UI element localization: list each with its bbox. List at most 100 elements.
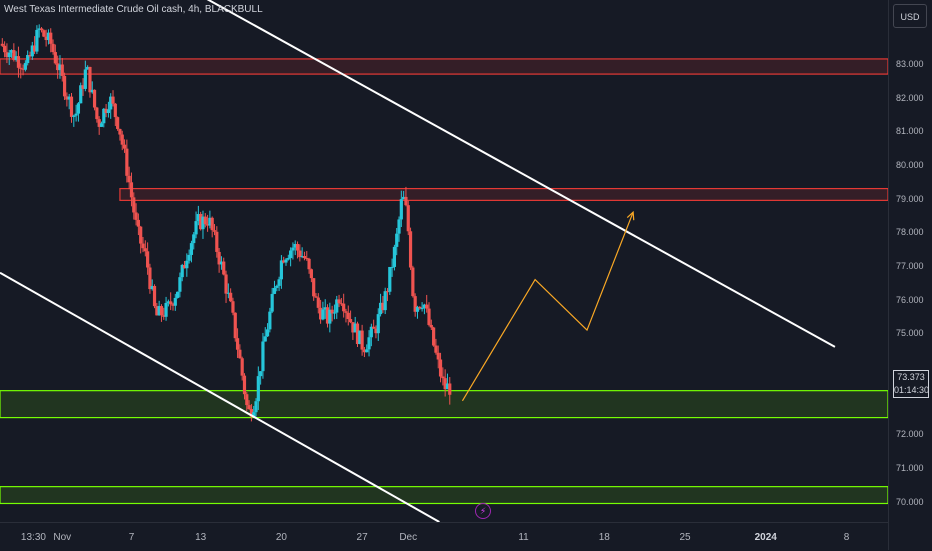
- candle-body: [270, 293, 274, 312]
- candle-body: [362, 349, 367, 353]
- candle-body: [157, 306, 161, 316]
- candle-body: [203, 216, 207, 225]
- candle-body: [67, 96, 71, 100]
- lightning-icon[interactable]: ⚡: [475, 503, 491, 519]
- candle-body: [102, 108, 106, 124]
- candle-body: [148, 267, 152, 290]
- candle-body: [252, 412, 256, 417]
- candle-body: [146, 251, 150, 268]
- candle-body: [323, 307, 327, 310]
- candle-body: [265, 329, 270, 337]
- candle-body: [210, 217, 214, 231]
- candle-body: [44, 36, 48, 41]
- candle-body: [222, 261, 226, 275]
- candle-body: [256, 376, 260, 402]
- support-zone-3: [0, 486, 888, 505]
- candle-body: [215, 231, 219, 252]
- candle-body: [381, 302, 385, 311]
- candle-body: [132, 197, 136, 213]
- candle-body: [418, 306, 422, 309]
- candle-body: [293, 244, 297, 248]
- candle-body: [346, 312, 350, 320]
- candle-body: [23, 63, 27, 70]
- candle-body: [342, 303, 346, 312]
- candle-body: [291, 247, 295, 251]
- price-tick-label: 78.000: [896, 227, 924, 238]
- candle-body: [309, 269, 313, 279]
- candle-body: [19, 67, 23, 69]
- candle-body: [404, 196, 408, 206]
- candle-body: [97, 119, 101, 127]
- last-price-label: 73.373 01:14:30: [893, 370, 929, 398]
- candle-body: [95, 107, 99, 120]
- candle-body: [51, 43, 55, 53]
- candle-body: [245, 394, 249, 406]
- candle-body: [443, 378, 447, 390]
- chart-area[interactable]: [0, 0, 888, 522]
- time-tick-label: 20: [275, 532, 287, 543]
- price-tick-label: 70.000: [896, 496, 924, 507]
- last-price-value: 73.373: [897, 372, 925, 382]
- candle-body: [279, 260, 283, 280]
- candle-body: [432, 327, 436, 346]
- candle-body: [74, 113, 78, 116]
- candle-body: [307, 258, 311, 270]
- candle-body: [344, 311, 348, 313]
- price-axis[interactable]: [888, 0, 932, 550]
- candle-body: [182, 264, 187, 269]
- candle-body: [194, 221, 198, 235]
- price-tick-label: 79.000: [896, 193, 924, 204]
- projection-path: [461, 211, 634, 402]
- candle-body: [14, 56, 18, 60]
- candle-body: [365, 349, 369, 353]
- candle-body: [42, 30, 46, 37]
- candle-body: [90, 89, 94, 93]
- candle-body: [173, 297, 177, 306]
- candle-body: [376, 314, 380, 334]
- candle-body: [277, 279, 281, 286]
- candle-body: [49, 32, 53, 44]
- candle-body: [106, 109, 111, 113]
- candle-body: [205, 224, 210, 226]
- time-axis[interactable]: [0, 522, 888, 551]
- candle-body: [367, 337, 371, 350]
- chart-canvas[interactable]: [0, 0, 888, 522]
- candle-body: [339, 303, 343, 305]
- candle-body: [348, 319, 353, 323]
- candle-body: [425, 304, 429, 309]
- candle-body: [189, 243, 194, 255]
- candle-body: [233, 312, 237, 339]
- candle-body: [46, 32, 51, 41]
- time-tick-label: 13:30: [20, 532, 46, 543]
- candle-body: [395, 233, 399, 247]
- candle-body: [30, 45, 34, 57]
- candle-body: [247, 405, 251, 410]
- support-zone-2: [0, 390, 888, 419]
- time-tick-label: 13: [195, 532, 207, 543]
- candle-body: [298, 250, 302, 258]
- candle-body: [360, 330, 364, 350]
- candle-body: [120, 134, 124, 145]
- currency-button[interactable]: USD: [893, 4, 927, 28]
- time-tick-label: 8: [843, 532, 850, 543]
- candle-body: [231, 301, 235, 313]
- time-tick-label: 2024: [754, 532, 777, 543]
- price-tick-label: 71.000: [896, 463, 924, 474]
- candle-body: [26, 54, 30, 64]
- candle-body: [104, 108, 108, 113]
- candle-body: [332, 312, 337, 314]
- candle-body: [314, 296, 318, 298]
- resistance-zone-1: [119, 187, 888, 201]
- candle-body: [143, 248, 147, 252]
- candle-body: [159, 306, 164, 316]
- candle-body: [275, 285, 279, 288]
- candle-body: [83, 69, 87, 89]
- candle-body: [312, 278, 316, 297]
- candle-body: [235, 338, 240, 350]
- candle-body: [79, 85, 83, 104]
- price-tick-label: 77.000: [896, 261, 924, 272]
- candle-body: [383, 291, 387, 311]
- candle-body: [420, 308, 424, 310]
- candle-body: [9, 50, 14, 53]
- candle-body: [187, 254, 191, 261]
